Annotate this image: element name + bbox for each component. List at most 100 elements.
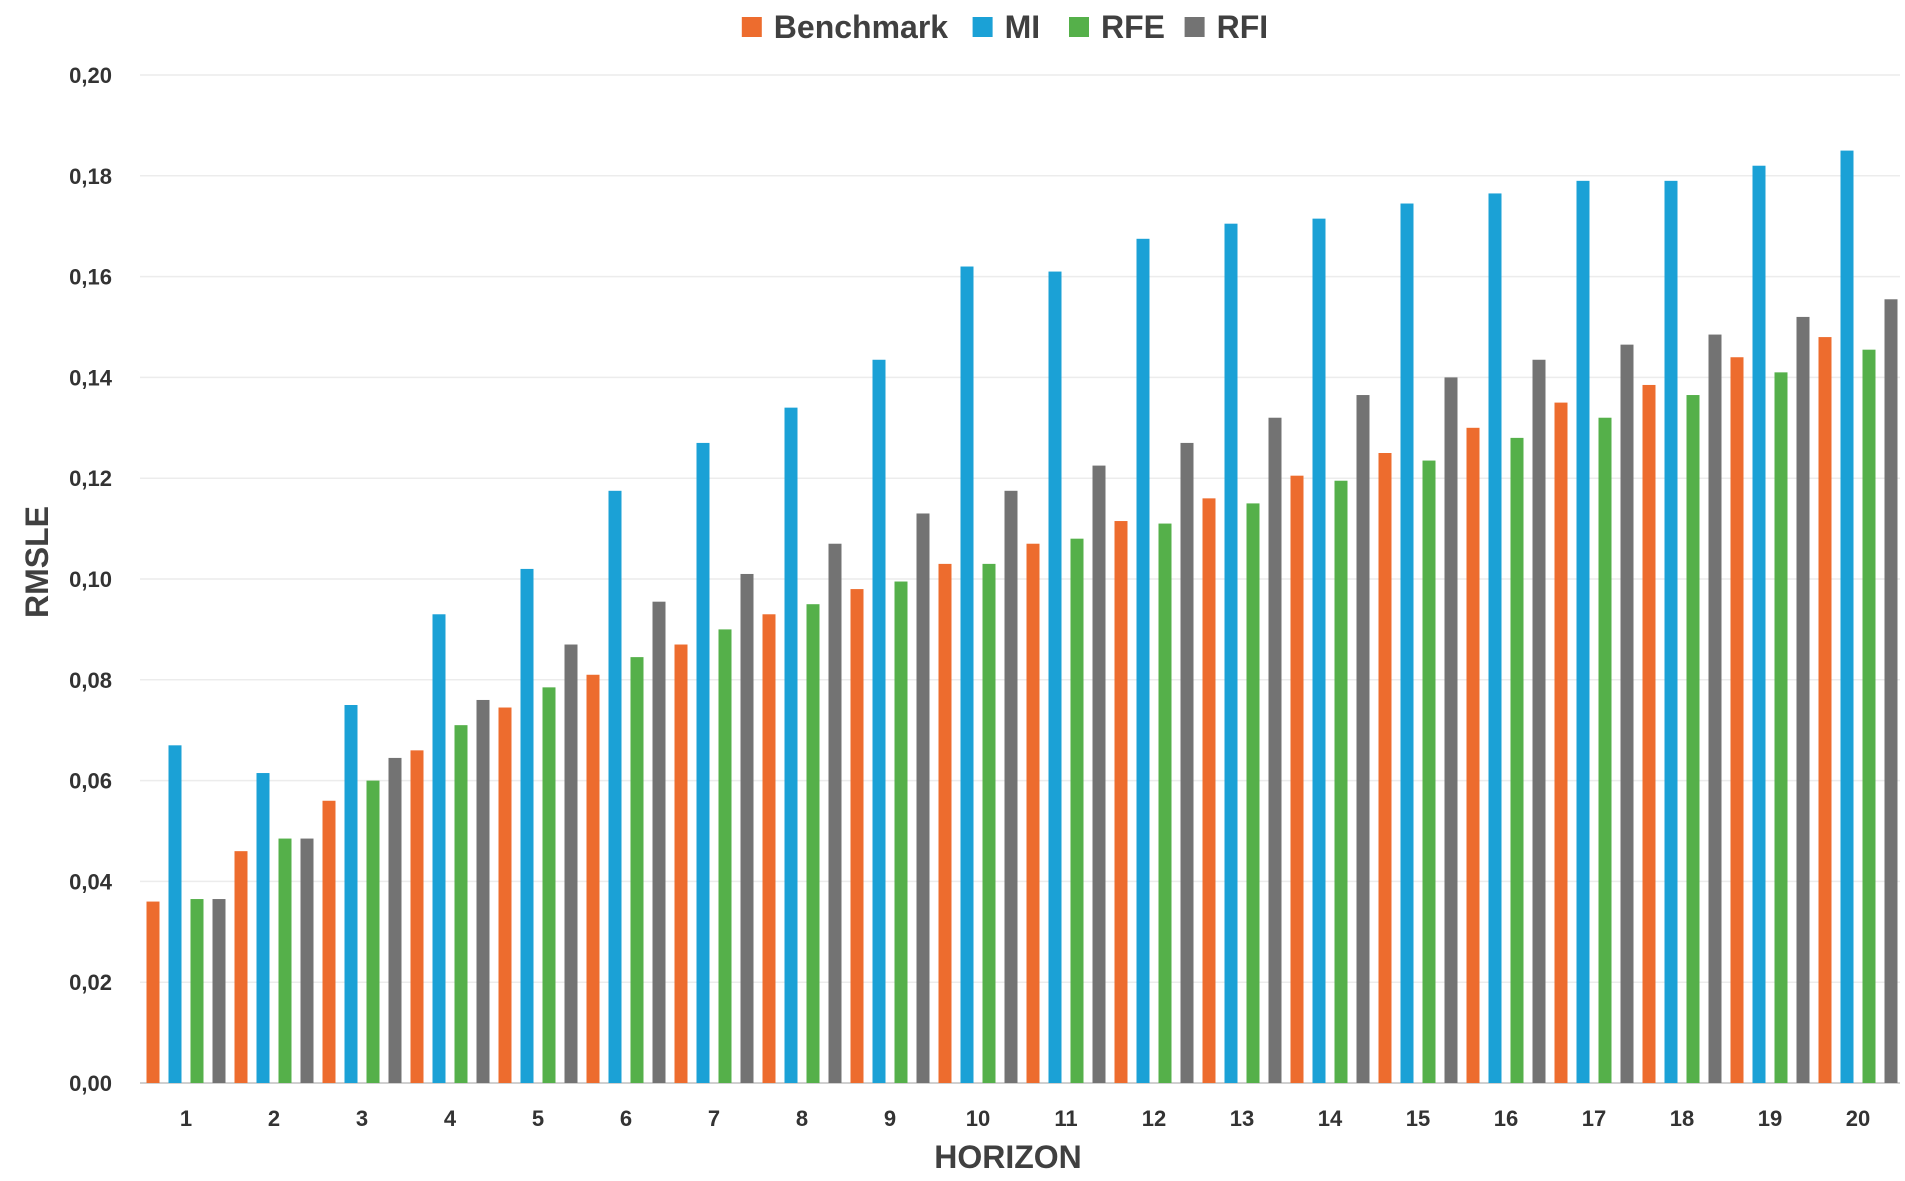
bar-benchmark-10: [938, 563, 952, 1083]
x-tick-label: 20: [1846, 1106, 1870, 1131]
bar-rfi-17: [1620, 344, 1634, 1083]
bar-rfi-9: [916, 513, 930, 1083]
y-tick-label: 0,00: [69, 1071, 112, 1096]
x-tick-label: 9: [884, 1106, 896, 1131]
x-tick-label: 18: [1670, 1106, 1694, 1131]
bars: [146, 150, 1898, 1084]
bar-benchmark-13: [1202, 498, 1216, 1083]
bar-rfe-2: [278, 838, 292, 1083]
y-tick-label: 0,06: [69, 769, 112, 794]
bar-rfi-6: [652, 601, 666, 1083]
bar-rfi-1: [212, 899, 226, 1083]
bar-rfe-8: [806, 604, 820, 1083]
x-tick-label: 11: [1054, 1106, 1077, 1131]
y-tick-labels: 0,00 0,02 0,04 0,06 0,08 0,10 0,12 0,14 0,16 0,18…: [69, 63, 113, 1096]
x-tick-label: 5: [532, 1106, 544, 1131]
bar-mi-14: [1312, 218, 1326, 1083]
bar-mi-6: [608, 490, 622, 1083]
bar-rfi-5: [564, 644, 578, 1083]
y-tick-label: 0,16: [69, 265, 112, 290]
bar-rfe-19: [1774, 372, 1788, 1083]
bar-benchmark-19: [1730, 357, 1744, 1083]
bar-mi-1: [168, 745, 182, 1083]
legend-swatch-rfe: [1069, 17, 1089, 37]
bar-mi-20: [1840, 150, 1854, 1084]
bar-mi-15: [1400, 203, 1414, 1083]
bar-rfe-20: [1862, 349, 1876, 1083]
bar-benchmark-4: [410, 750, 424, 1083]
gridlines: [140, 74, 1900, 1084]
bar-mi-7: [696, 442, 710, 1083]
bar-rfi-13: [1268, 417, 1282, 1084]
y-tick-label: 0,12: [69, 466, 112, 491]
bar-mi-4: [432, 614, 446, 1083]
bar-mi-2: [256, 773, 270, 1083]
bar-benchmark-6: [586, 674, 600, 1083]
legend-label-mi: MI: [1005, 9, 1041, 45]
x-tick-label: 12: [1142, 1106, 1166, 1131]
bar-benchmark-2: [234, 851, 248, 1083]
bar-benchmark-9: [850, 589, 864, 1083]
bar-rfe-3: [366, 780, 380, 1083]
x-tick-label: 14: [1318, 1106, 1343, 1131]
bar-rfe-13: [1246, 503, 1260, 1083]
y-tick-label: 0,08: [69, 668, 112, 693]
x-tick-labels: 1 2 3 4 5 6 7 8 9 10 11 12 13 14 15 16 17 18 19 20: [180, 1106, 1870, 1131]
bar-rfi-16: [1532, 359, 1546, 1083]
y-tick-label: 0,10: [69, 567, 112, 592]
bar-benchmark-17: [1554, 402, 1568, 1084]
bar-rfi-8: [828, 543, 842, 1083]
bar-mi-8: [784, 407, 798, 1083]
bar-rfi-20: [1884, 299, 1898, 1083]
bar-mi-18: [1664, 180, 1678, 1084]
x-tick-label: 6: [620, 1106, 632, 1131]
x-tick-label: 10: [966, 1106, 990, 1131]
bar-rfe-16: [1510, 437, 1524, 1083]
bar-benchmark-3: [322, 800, 336, 1083]
bar-benchmark-15: [1378, 453, 1392, 1083]
bar-mi-5: [520, 568, 534, 1083]
x-tick-label: 17: [1582, 1106, 1606, 1131]
x-tick-label: 3: [356, 1106, 368, 1131]
bar-mi-16: [1488, 193, 1502, 1083]
x-tick-label: 15: [1406, 1106, 1430, 1131]
bar-rfe-10: [982, 563, 996, 1083]
bar-rfi-3: [388, 757, 402, 1083]
bar-rfe-17: [1598, 417, 1612, 1084]
y-tick-label: 0,20: [69, 63, 112, 88]
bar-benchmark-1: [146, 901, 160, 1083]
bar-rfi-4: [476, 699, 490, 1083]
bar-benchmark-16: [1466, 427, 1480, 1083]
bar-mi-19: [1752, 165, 1766, 1084]
bar-benchmark-7: [674, 644, 688, 1083]
y-tick-label: 0,14: [69, 365, 113, 390]
x-tick-label: 2: [268, 1106, 280, 1131]
bar-rfi-2: [300, 838, 314, 1083]
bar-rfi-10: [1004, 490, 1018, 1083]
bar-mi-11: [1048, 271, 1062, 1083]
y-tick-label: 0,04: [69, 869, 113, 894]
legend-label-rfe: RFE: [1101, 9, 1165, 45]
bar-rfe-4: [454, 725, 468, 1083]
bar-benchmark-18: [1642, 384, 1656, 1084]
bar-benchmark-20: [1818, 337, 1832, 1084]
legend-label-rfi: RFI: [1217, 9, 1269, 45]
bar-mi-9: [872, 359, 886, 1083]
legend-swatch-rfi: [1184, 17, 1205, 37]
bar-rfi-7: [740, 573, 754, 1083]
x-tick-label: 4: [444, 1106, 457, 1131]
bar-mi-17: [1576, 180, 1590, 1084]
x-tick-label: 7: [708, 1106, 720, 1131]
x-tick-label: 19: [1758, 1106, 1782, 1131]
bar-rfi-12: [1180, 442, 1194, 1083]
bar-rfi-14: [1356, 395, 1370, 1083]
y-axis-title: RMSLE: [19, 506, 55, 618]
bar-rfe-9: [894, 581, 908, 1083]
bar-mi-10: [960, 266, 974, 1083]
bar-rfi-15: [1444, 377, 1458, 1083]
y-tick-label: 0,18: [69, 164, 112, 189]
bar-rfe-14: [1334, 480, 1348, 1084]
x-tick-label: 8: [796, 1106, 808, 1131]
